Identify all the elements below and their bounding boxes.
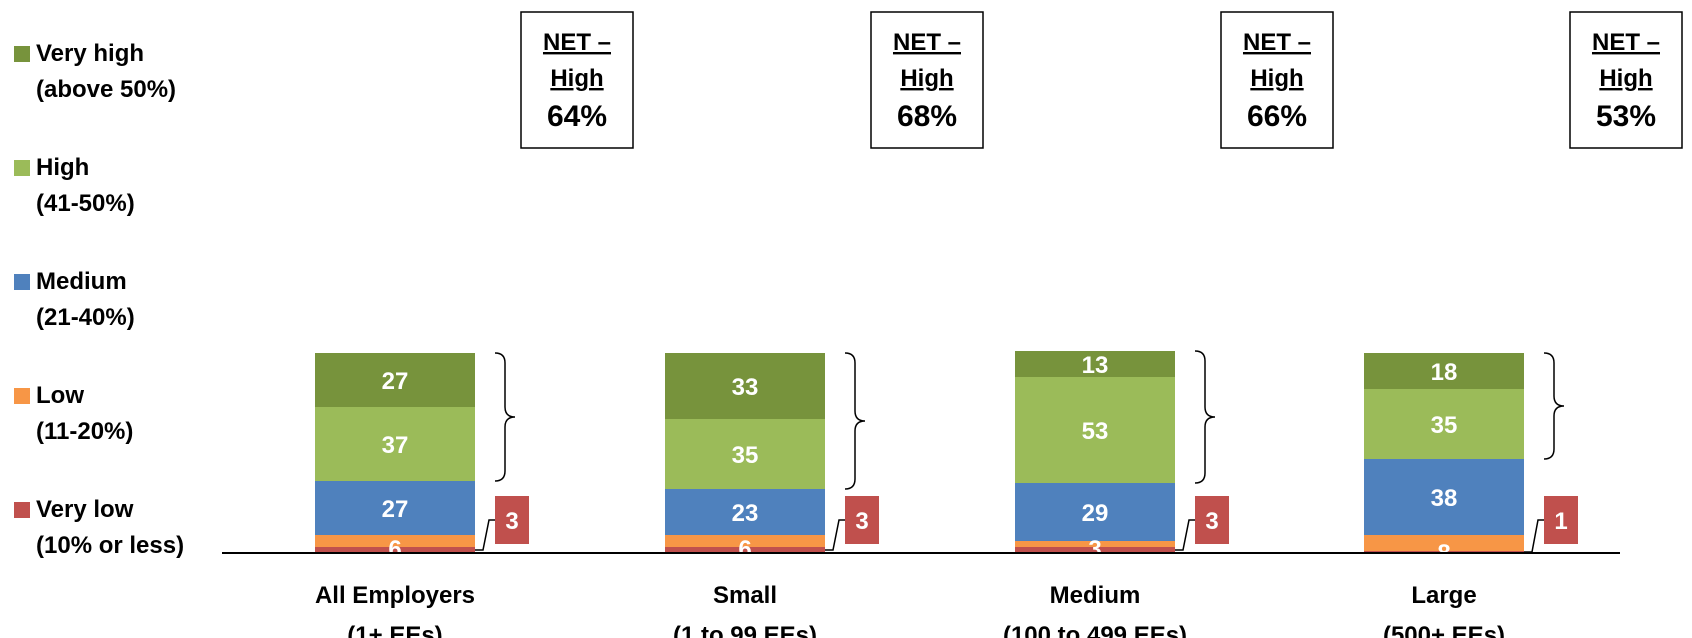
net-label-line1: NET – bbox=[543, 29, 611, 56]
data-label: 13 bbox=[1082, 352, 1109, 379]
net-box bbox=[520, 11, 634, 149]
bar-segment bbox=[665, 419, 825, 489]
category-label: Small bbox=[713, 582, 777, 609]
legend: Very high (above 50%) High (41-50%) Medi… bbox=[14, 30, 234, 600]
callout-box bbox=[1195, 496, 1229, 544]
legend-label: High bbox=[36, 154, 90, 181]
bar-segment bbox=[1364, 353, 1524, 389]
legend-item-low: Low (11-20%) bbox=[14, 372, 234, 486]
data-label: 38 bbox=[1431, 485, 1458, 512]
legend-swatch bbox=[14, 502, 30, 518]
net-label-line1: NET – bbox=[1592, 29, 1660, 56]
bar-segment bbox=[315, 407, 475, 481]
category-sublabel: (1+ EEs) bbox=[347, 622, 442, 638]
bar-segment bbox=[1015, 351, 1175, 377]
category-sublabel: (500+ EEs) bbox=[1383, 622, 1505, 638]
net-value: 68% bbox=[897, 100, 957, 133]
bar-segment bbox=[315, 547, 475, 553]
callout-label: 3 bbox=[1205, 508, 1218, 535]
net-value: 64% bbox=[547, 100, 607, 133]
bar-segment bbox=[665, 535, 825, 547]
callout-label: 3 bbox=[855, 508, 868, 535]
net-value: 53% bbox=[1596, 100, 1656, 133]
legend-label: Medium bbox=[36, 268, 127, 295]
data-label: 27 bbox=[382, 496, 409, 523]
data-label: 27 bbox=[382, 368, 409, 395]
data-label: 23 bbox=[732, 500, 759, 527]
callout-label: 1 bbox=[1554, 508, 1567, 535]
net-bracket bbox=[844, 352, 866, 490]
callout-leader bbox=[1175, 519, 1195, 551]
callout-leader bbox=[1524, 519, 1544, 553]
legend-item-very-low: Very low (10% or less) bbox=[14, 486, 234, 600]
legend-label: Very high bbox=[36, 40, 145, 67]
legend-range: (21-40%) bbox=[36, 304, 135, 331]
legend-swatch bbox=[14, 46, 30, 62]
data-label: 29 bbox=[1082, 500, 1109, 527]
legend-swatch bbox=[14, 274, 30, 290]
net-bracket bbox=[1194, 350, 1216, 484]
legend-item-high: High (41-50%) bbox=[14, 144, 234, 258]
net-box bbox=[1569, 11, 1683, 149]
bar-segment bbox=[1015, 483, 1175, 541]
callout-box bbox=[495, 496, 529, 544]
category-label: All Employers bbox=[315, 582, 475, 609]
net-label-line2: High bbox=[900, 65, 953, 92]
legend-swatch bbox=[14, 160, 30, 176]
bar-segment bbox=[1015, 541, 1175, 547]
data-label: 35 bbox=[732, 442, 759, 469]
legend-range: (41-50%) bbox=[36, 190, 135, 217]
category-sublabel: (100 to 499 EEs) bbox=[1003, 622, 1187, 638]
bar-segment bbox=[665, 353, 825, 419]
bar-segment bbox=[315, 481, 475, 535]
data-label: 35 bbox=[1431, 412, 1458, 439]
callout-box bbox=[1544, 496, 1578, 544]
callout-leader bbox=[475, 519, 495, 551]
net-label-line2: High bbox=[1599, 65, 1652, 92]
legend-item-very-high: Very high (above 50%) bbox=[14, 30, 234, 144]
bar-segment bbox=[665, 547, 825, 553]
net-box bbox=[1220, 11, 1334, 149]
category-sublabel: (1 to 99 EEs) bbox=[673, 622, 817, 638]
data-label: 53 bbox=[1082, 418, 1109, 445]
legend-label: Low bbox=[36, 382, 84, 409]
bar-segment bbox=[1364, 459, 1524, 535]
legend-swatch bbox=[14, 388, 30, 404]
net-label-line1: NET – bbox=[1243, 29, 1311, 56]
legend-range: (11-20%) bbox=[36, 418, 134, 445]
legend-item-medium: Medium (21-40%) bbox=[14, 258, 234, 372]
category-label: Medium bbox=[1050, 582, 1141, 609]
bar-segment bbox=[1015, 547, 1175, 553]
net-value: 66% bbox=[1247, 100, 1307, 133]
data-label: 18 bbox=[1431, 359, 1458, 386]
net-label-line1: NET – bbox=[893, 29, 961, 56]
legend-label: Very low bbox=[36, 496, 134, 523]
category-label: Large bbox=[1411, 582, 1476, 609]
data-label: 6 bbox=[388, 536, 401, 563]
bar-segment bbox=[1364, 535, 1524, 551]
callout-box bbox=[845, 496, 879, 544]
net-label-line2: High bbox=[550, 65, 603, 92]
bar-segment bbox=[1364, 389, 1524, 459]
callout-leader bbox=[825, 519, 845, 551]
net-bracket bbox=[1543, 352, 1565, 460]
bar-segment bbox=[315, 353, 475, 407]
net-bracket bbox=[494, 352, 516, 482]
bar-segment bbox=[1015, 377, 1175, 483]
data-label: 3 bbox=[1088, 536, 1101, 563]
legend-range: (10% or less) bbox=[36, 532, 185, 559]
legend-range: (above 50%) bbox=[36, 76, 177, 103]
callout-label: 3 bbox=[505, 508, 518, 535]
bar-segment bbox=[665, 489, 825, 535]
net-box bbox=[870, 11, 984, 149]
bar-segment bbox=[315, 535, 475, 547]
data-label: 33 bbox=[732, 374, 759, 401]
data-label: 6 bbox=[738, 536, 751, 563]
net-label-line2: High bbox=[1250, 65, 1303, 92]
data-label: 37 bbox=[382, 432, 409, 459]
